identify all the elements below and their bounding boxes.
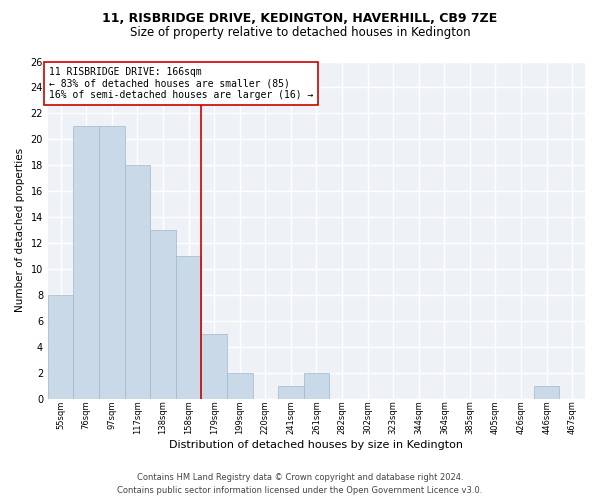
Bar: [227, 373, 253, 399]
Bar: [125, 166, 150, 399]
Bar: [150, 230, 176, 399]
Text: 11, RISBRIDGE DRIVE, KEDINGTON, HAVERHILL, CB9 7ZE: 11, RISBRIDGE DRIVE, KEDINGTON, HAVERHIL…: [103, 12, 497, 26]
Bar: [278, 386, 304, 399]
Bar: [304, 373, 329, 399]
Bar: [534, 386, 559, 399]
Text: 11 RISBRIDGE DRIVE: 166sqm
← 83% of detached houses are smaller (85)
16% of semi: 11 RISBRIDGE DRIVE: 166sqm ← 83% of deta…: [49, 66, 314, 100]
Text: Contains HM Land Registry data © Crown copyright and database right 2024.
Contai: Contains HM Land Registry data © Crown c…: [118, 474, 482, 495]
X-axis label: Distribution of detached houses by size in Kedington: Distribution of detached houses by size …: [169, 440, 463, 450]
Y-axis label: Number of detached properties: Number of detached properties: [15, 148, 25, 312]
Bar: [176, 256, 202, 399]
Text: Size of property relative to detached houses in Kedington: Size of property relative to detached ho…: [130, 26, 470, 39]
Bar: [99, 126, 125, 399]
Bar: [202, 334, 227, 399]
Bar: [73, 126, 99, 399]
Bar: [48, 296, 73, 399]
